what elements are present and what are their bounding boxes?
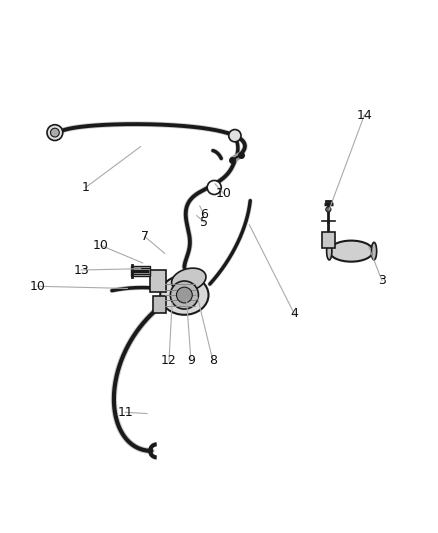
Ellipse shape [160,275,208,315]
Text: 11: 11 [117,406,133,419]
Text: 12: 12 [161,354,177,367]
FancyBboxPatch shape [152,296,165,313]
Circle shape [176,287,192,303]
Text: 5: 5 [200,216,208,229]
FancyBboxPatch shape [150,270,166,292]
Text: 13: 13 [73,263,89,277]
Text: 10: 10 [93,239,109,252]
Circle shape [47,125,63,141]
FancyBboxPatch shape [321,232,334,248]
Text: 1: 1 [81,181,89,194]
Circle shape [228,130,240,142]
Text: 4: 4 [290,307,297,320]
Text: 10: 10 [29,280,45,293]
Circle shape [325,207,330,212]
Ellipse shape [171,268,205,291]
Text: 8: 8 [208,354,216,367]
Text: 14: 14 [356,109,371,122]
Text: 9: 9 [187,354,194,367]
Text: 6: 6 [200,208,208,221]
Circle shape [170,281,198,309]
Text: 10: 10 [215,187,231,200]
FancyBboxPatch shape [131,265,150,276]
Ellipse shape [326,243,331,260]
Circle shape [50,128,59,137]
Ellipse shape [328,240,372,262]
Text: 7: 7 [141,230,148,243]
Circle shape [207,181,221,195]
Ellipse shape [371,243,376,260]
Text: 3: 3 [377,274,385,287]
